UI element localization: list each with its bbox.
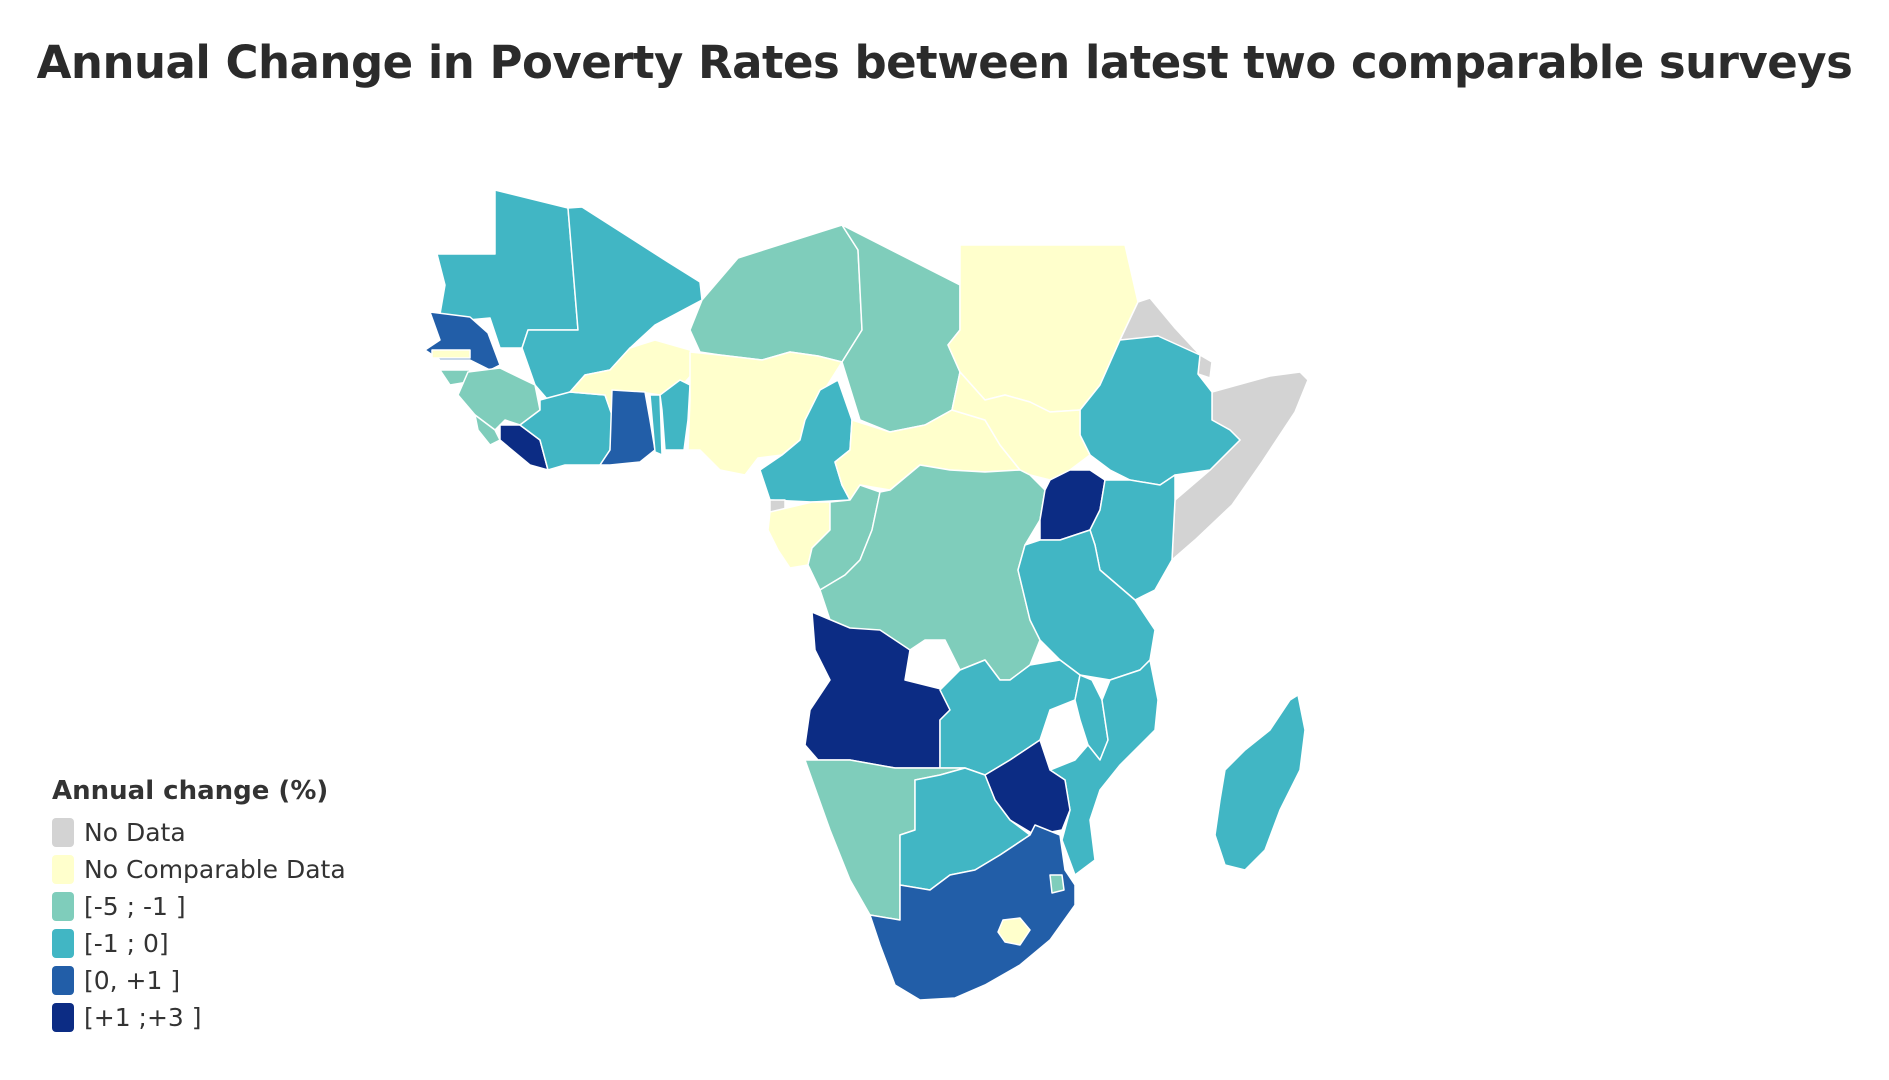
legend-swatch <box>52 966 74 995</box>
legend-label: No Comparable Data <box>84 855 346 884</box>
country-zaf <box>869 824 1076 1001</box>
country-sle <box>474 414 501 446</box>
country-moz <box>1049 659 1159 876</box>
chart-title: Annual Change in Poverty Rates between l… <box>36 36 1853 89</box>
legend-swatch <box>52 818 74 847</box>
country-sen <box>424 311 501 371</box>
country-ssd <box>951 371 1091 481</box>
legend-title: Annual change (%) <box>52 776 329 806</box>
legend-swatch <box>52 855 74 884</box>
country-tgo <box>649 394 663 456</box>
legend-swatch <box>52 929 74 958</box>
legend-label: [-1 ; 0] <box>84 929 169 958</box>
country-zmb <box>939 659 1081 776</box>
legend-label: [+1 ;+3 ] <box>84 1003 202 1032</box>
country-mwi <box>1074 674 1109 761</box>
country-ben <box>659 379 691 451</box>
country-gha <box>599 389 656 466</box>
legend-label: [0, +1 ] <box>84 966 181 995</box>
country-ner <box>689 224 863 363</box>
legend: Annual change (%) No Data No Comparable … <box>52 776 346 1036</box>
legend-item-0-plus1: [0, +1 ] <box>52 962 346 999</box>
legend-swatch <box>52 892 74 921</box>
legend-label: No Data <box>84 818 186 847</box>
legend-item-no-comparable-data: No Comparable Data <box>52 851 346 888</box>
country-lso <box>997 917 1031 946</box>
legend-item-plus1-plus3: [+1 ;+3 ] <box>52 999 346 1036</box>
legend-swatch <box>52 1003 74 1032</box>
legend-item-no-data: No Data <box>52 814 346 851</box>
country-gin <box>457 367 541 431</box>
legend-label: [-5 ; -1 ] <box>84 892 186 921</box>
legend-item-minus5-minus1: [-5 ; -1 ] <box>52 888 346 925</box>
legend-item-minus1-0: [-1 ; 0] <box>52 925 346 962</box>
country-mdg <box>1214 694 1306 871</box>
country-swz <box>1049 874 1065 894</box>
country-gmb <box>431 349 471 359</box>
